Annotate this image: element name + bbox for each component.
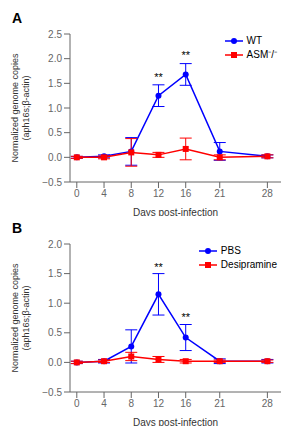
svg-text:**: ** [154,71,163,83]
svg-text:Normalized genome copies(aph16: Normalized genome copies(aph16s;β-actin) [10,53,31,163]
svg-text:12: 12 [153,188,165,199]
svg-text:4: 4 [101,398,107,409]
svg-text:0: 0 [74,188,80,199]
svg-text:2.5: 2.5 [48,29,62,40]
svg-text:12: 12 [153,398,165,409]
svg-text:1.0: 1.0 [48,298,62,309]
svg-text:−0.5: −0.5 [42,177,62,188]
svg-text:8: 8 [128,188,134,199]
svg-text:2.0: 2.0 [48,239,62,250]
svg-text:16: 16 [180,398,192,409]
html-text:A: A [12,10,23,26]
svg-text:1.5: 1.5 [48,78,62,89]
svg-text:0.0: 0.0 [48,357,62,368]
html-text:Desipramine: Desipramine [220,259,277,270]
svg-text:−0.5: −0.5 [42,387,62,398]
svg-text:8: 8 [128,398,134,409]
svg-text:28: 28 [262,188,274,199]
svg-text:0: 0 [74,398,80,409]
svg-text:Normalized genome copies(aph16: Normalized genome copies(aph16s;β-actin) [10,263,31,373]
svg-text:28: 28 [262,398,274,409]
svg-text:Days post-infection: Days post-infection [133,207,218,216]
html-text:B: B [12,220,23,236]
svg-text:**: ** [181,49,190,61]
svg-text:Days post-infection: Days post-infection [133,417,218,426]
svg-text:**: ** [181,311,190,323]
svg-text:0.5: 0.5 [48,127,62,138]
svg-text:1.5: 1.5 [48,268,62,279]
svg-text:0.0: 0.0 [48,152,62,163]
svg-text:21: 21 [214,188,226,199]
svg-text:16: 16 [180,188,192,199]
svg-text:21: 21 [214,398,226,409]
svg-text:**: ** [154,261,163,273]
html-text:ASM⁻/⁻: ASM⁻/⁻ [246,49,277,60]
html-text:PBS: PBS [220,245,241,256]
svg-text:0.5: 0.5 [48,327,62,338]
html-text:WT: WT [246,35,263,46]
svg-text:2.0: 2.0 [48,53,62,64]
svg-text:4: 4 [101,188,107,199]
svg-text:1.0: 1.0 [48,103,62,114]
